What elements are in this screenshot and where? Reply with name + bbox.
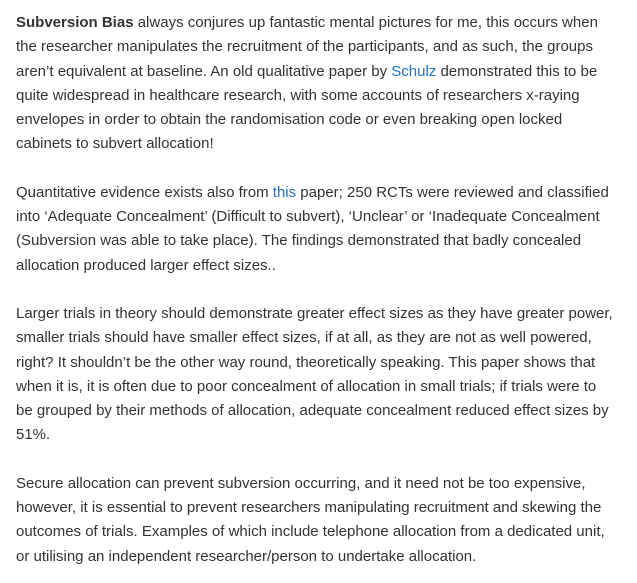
- this-paper-link[interactable]: this: [272, 183, 297, 201]
- paragraph-text: Quantitative evidence exists also from: [16, 183, 273, 201]
- paragraph-text: Larger trials in theory should demonstra…: [16, 304, 613, 444]
- paragraph-larger-trials: Larger trials in theory should demonstra…: [16, 302, 617, 448]
- paragraph-text: paper; 250 RCTs were reviewed and classi…: [16, 183, 609, 274]
- article-body: Subversion Bias always conjures up fanta…: [16, 11, 617, 569]
- paragraph-text: always conjures up fantastic mental pict…: [16, 14, 598, 80]
- paragraph-quantitative-evidence: Quantitative evidence exists also from t…: [16, 181, 617, 278]
- paragraph-secure-allocation: Secure allocation can prevent subversion…: [16, 472, 617, 569]
- schulz-link[interactable]: Schulz: [391, 62, 437, 80]
- paragraph-text: Secure allocation can prevent subversion…: [16, 474, 605, 565]
- paragraph-text: demonstrated this to be quite widespread…: [16, 62, 598, 153]
- subversion-bias-heading: Subversion Bias: [16, 14, 134, 31]
- paragraph-subversion-bias: Subversion Bias always conjures up fanta…: [16, 11, 617, 157]
